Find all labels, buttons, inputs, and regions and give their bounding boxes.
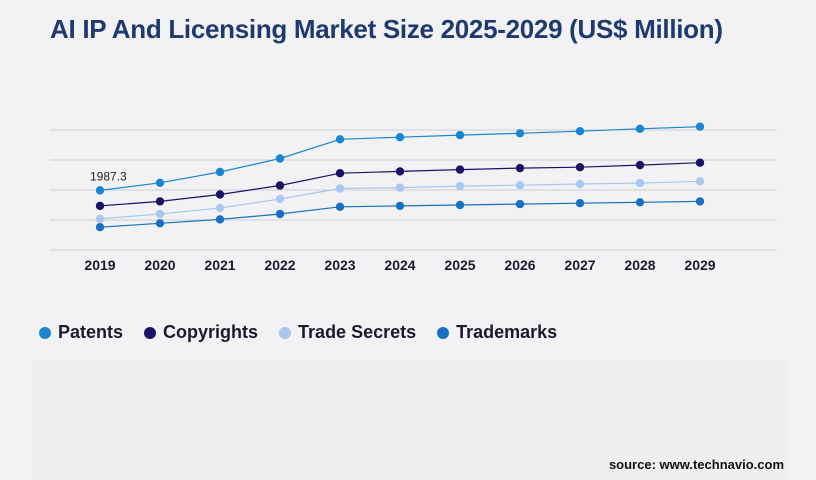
data-point <box>335 202 345 211</box>
line-chart: 2019 2020 2021 2022 2023 2024 2025 2026 2027 2028… <box>50 122 777 273</box>
x-tick-label: 2021 <box>204 257 235 273</box>
gridlines <box>50 129 777 251</box>
data-point <box>395 133 405 142</box>
chart-title: AI IP And Licensing Market Size 2025-202… <box>50 14 723 44</box>
data-point <box>635 178 645 188</box>
data-point <box>455 181 465 191</box>
legend-label: Trademarks <box>456 322 558 342</box>
data-point <box>215 215 225 224</box>
data-point <box>695 158 705 167</box>
x-tick-label: 2019 <box>84 257 115 273</box>
legend-marker <box>39 327 51 339</box>
x-tick-label: 2029 <box>684 257 715 273</box>
source-credit: source: www.technavio.com <box>608 457 784 472</box>
series-points <box>95 122 705 232</box>
lower-panel <box>32 360 786 480</box>
x-tick-label: 2028 <box>624 257 655 273</box>
data-point <box>335 184 345 193</box>
data-point <box>575 179 585 189</box>
data-point <box>335 169 345 178</box>
data-point <box>155 209 165 219</box>
legend-item: Trade Secrets <box>278 322 416 343</box>
data-point <box>695 122 705 131</box>
x-tick-label: 2025 <box>444 257 475 273</box>
legend-item: Trademarks <box>436 322 557 343</box>
data-point <box>335 135 345 144</box>
x-tick-label: 2022 <box>264 257 295 273</box>
data-point <box>575 163 585 172</box>
data-point <box>695 197 705 206</box>
data-point <box>275 194 285 204</box>
data-point <box>155 197 165 206</box>
data-point <box>455 130 465 140</box>
series-lines <box>99 126 701 228</box>
data-point <box>155 219 165 228</box>
legend: Patents Copyrights Trade Secrets Trademarks <box>38 322 577 343</box>
data-point <box>395 167 405 176</box>
legend-label: Copyrights <box>163 322 259 342</box>
data-point <box>635 124 645 133</box>
data-point <box>215 167 225 177</box>
data-point <box>515 181 525 190</box>
data-point <box>95 223 105 232</box>
data-label: 1987.3 <box>90 169 127 183</box>
legend-marker <box>437 327 450 339</box>
data-point <box>95 186 105 195</box>
data-point <box>275 181 285 190</box>
data-point <box>215 203 225 213</box>
data-point <box>635 198 645 207</box>
legend-marker <box>144 327 157 339</box>
legend-label: Trade Secrets <box>298 322 417 342</box>
legend-marker <box>279 327 292 339</box>
data-point <box>575 199 585 208</box>
data-point <box>395 183 405 192</box>
data-point <box>695 177 705 186</box>
x-axis-tick-labels: 2019 2020 2021 2022 2023 2024 2025 2026 2027 2028… <box>84 257 715 273</box>
legend-item: Patents <box>38 322 123 343</box>
data-point <box>215 190 225 199</box>
x-tick-label: 2020 <box>144 257 175 273</box>
x-tick-label: 2026 <box>504 257 535 273</box>
data-point <box>155 178 165 187</box>
data-point <box>95 201 105 211</box>
data-point <box>515 129 525 138</box>
legend-item: Copyrights <box>143 322 258 343</box>
data-point <box>275 209 285 219</box>
data-point <box>515 163 525 173</box>
data-point <box>455 200 465 210</box>
data-point <box>515 199 525 209</box>
data-point <box>95 214 105 223</box>
data-point <box>395 201 405 211</box>
data-point <box>575 127 585 136</box>
x-tick-label: 2024 <box>384 257 415 273</box>
data-point <box>275 154 285 163</box>
legend-label: Patents <box>58 322 124 342</box>
data-point <box>635 160 645 170</box>
data-point <box>455 165 465 174</box>
x-tick-label: 2027 <box>564 257 595 273</box>
x-tick-label: 2023 <box>324 257 355 273</box>
annotations: 1987.3 <box>90 169 127 183</box>
